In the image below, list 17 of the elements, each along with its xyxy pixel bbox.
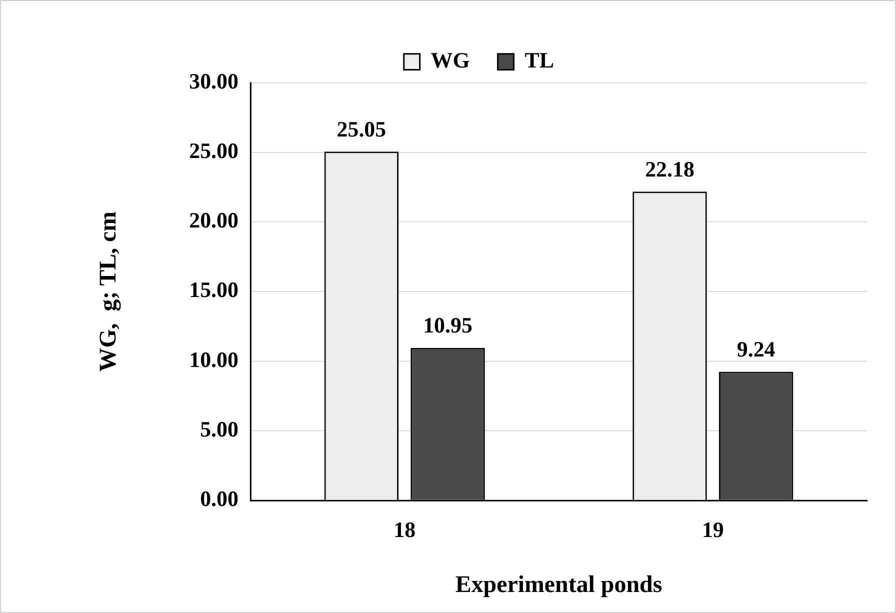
- data-label: 22.18: [645, 156, 694, 182]
- y-tick-label: 15.00: [189, 277, 239, 302]
- y-tick-label: 10.00: [189, 346, 239, 372]
- y-tick-label: 0.00: [200, 486, 238, 512]
- y-tick-label: 30.00: [189, 68, 239, 94]
- x-axis-title: Experimental ponds: [455, 572, 662, 598]
- y-tick-label: 25.00: [189, 138, 239, 164]
- data-label: 25.05: [336, 116, 386, 142]
- legend-label: TL: [524, 47, 554, 72]
- data-label: 9.24: [736, 336, 776, 362]
- x-tick-label: 18: [394, 517, 416, 542]
- data-label: 10.95: [423, 312, 472, 338]
- y-tick-label: 5.00: [200, 416, 238, 442]
- legend-label: WG: [430, 47, 470, 72]
- y-tick-label: 20.00: [189, 208, 239, 233]
- x-tick-label: 19: [702, 517, 724, 542]
- y-axis-title: WG, g; TL, cm: [95, 211, 122, 372]
